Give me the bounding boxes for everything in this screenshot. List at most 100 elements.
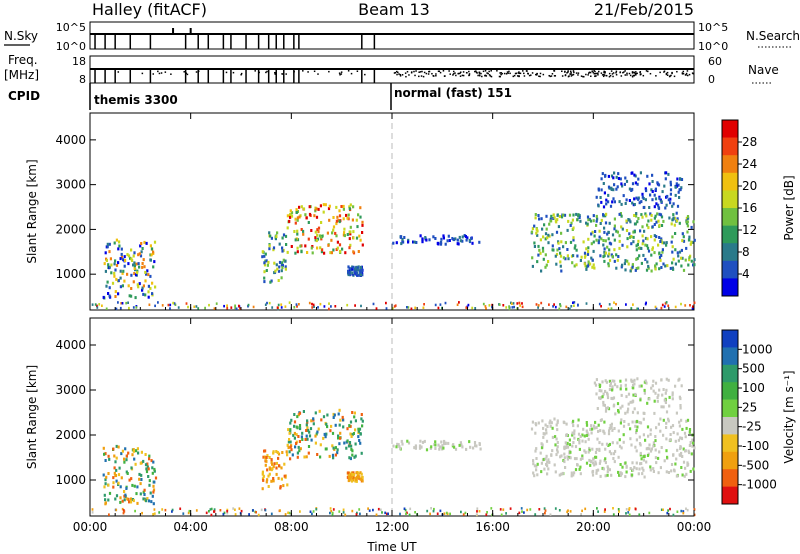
- echo-cell: [665, 410, 669, 414]
- echo-cell: [603, 510, 606, 513]
- echo-cell: [475, 513, 478, 516]
- echo-cell: [278, 242, 281, 246]
- nave-dot: [676, 70, 678, 73]
- echo-cell: [598, 461, 601, 465]
- echo-cell: [288, 438, 291, 441]
- echo-cell: [133, 261, 136, 265]
- echo-cell: [600, 389, 603, 393]
- echo-cell: [613, 227, 616, 231]
- echo-cell: [630, 235, 633, 238]
- colorbar-segment: [722, 260, 738, 279]
- echo-cell: [128, 478, 131, 482]
- echo-cell: [104, 482, 107, 486]
- echo-cell: [573, 432, 576, 436]
- echo-cell: [551, 426, 554, 430]
- echo-cell: [456, 238, 459, 242]
- colorbar-tick-label: 4: [742, 267, 750, 281]
- echo-cell: [606, 232, 609, 236]
- echo-cell: [679, 436, 682, 440]
- echo-cell: [615, 302, 617, 306]
- echo-cell: [114, 474, 118, 477]
- echo-cell: [589, 262, 592, 266]
- echo-cell: [667, 509, 669, 512]
- echo-cell: [612, 404, 615, 408]
- echo-cell: [649, 468, 652, 472]
- echo-cell: [643, 391, 646, 395]
- nave-dot: [393, 72, 396, 74]
- echo-cell: [123, 264, 126, 268]
- echo-cell: [583, 434, 586, 438]
- nave-dot: [484, 70, 487, 72]
- echo-cell: [149, 491, 152, 495]
- echo-cell: [615, 253, 618, 257]
- echo-cell: [667, 172, 670, 176]
- echo-cell: [117, 445, 120, 449]
- echo-cell: [482, 302, 485, 306]
- echo-cell: [675, 211, 678, 215]
- colorbar-tick-label: 28: [742, 135, 757, 149]
- echo-cell: [410, 307, 413, 310]
- echo-cell: [642, 458, 645, 462]
- echo-cell: [672, 202, 675, 206]
- echo-cell: [130, 466, 133, 470]
- echo-cell: [309, 427, 313, 431]
- echo-cell: [651, 190, 654, 193]
- echo-cell: [343, 231, 346, 235]
- echo-cell: [130, 257, 133, 261]
- echo-cell: [264, 508, 267, 512]
- nave-dot: [117, 71, 120, 73]
- echo-cell: [628, 508, 630, 511]
- echo-cell: [630, 242, 633, 246]
- echo-cell: [632, 235, 635, 239]
- echo-cell: [332, 412, 335, 416]
- echo-cell: [675, 411, 678, 415]
- echo-cell: [684, 258, 687, 262]
- echo-cell: [683, 474, 686, 478]
- echo-cell: [662, 433, 665, 437]
- echo-cell: [631, 182, 635, 186]
- nave-dot: [608, 72, 611, 75]
- echo-cell: [677, 254, 680, 258]
- echo-cell: [121, 302, 124, 305]
- nave-dot: [486, 72, 488, 74]
- echo-cell: [399, 512, 401, 516]
- echo-cell: [361, 419, 364, 423]
- echo-cell: [544, 457, 547, 461]
- echo-cell: [312, 417, 315, 421]
- echo-cell: [615, 229, 618, 233]
- echo-cell: [516, 307, 519, 310]
- echo-cell: [157, 301, 159, 304]
- nave-dot: [583, 75, 585, 78]
- echo-cell: [545, 428, 548, 432]
- echo-cell: [682, 235, 685, 239]
- echo-cell: [543, 507, 546, 510]
- echo-cell: [452, 443, 455, 447]
- echo-cell: [324, 435, 327, 439]
- nave-dot: [468, 74, 470, 77]
- echo-cell: [633, 214, 636, 217]
- echo-cell: [675, 182, 678, 186]
- echo-cell: [444, 442, 447, 445]
- echo-cell: [617, 410, 620, 414]
- echo-cell: [662, 388, 665, 391]
- echo-cell: [676, 177, 679, 181]
- echo-cell: [568, 307, 571, 311]
- echo-cell: [302, 207, 306, 211]
- echo-cell: [131, 483, 134, 487]
- echo-cell: [108, 294, 111, 298]
- echo-cell: [226, 510, 229, 513]
- echo-cell: [661, 303, 664, 307]
- echo-cell: [313, 214, 316, 218]
- echo-cell: [354, 442, 357, 446]
- echo-cell: [332, 216, 335, 219]
- nave-dot: [596, 72, 598, 75]
- echo-cell: [104, 502, 107, 506]
- echo-cell: [569, 224, 572, 227]
- echo-cell: [270, 236, 273, 240]
- echo-cell: [133, 272, 136, 275]
- echo-cell: [360, 417, 363, 421]
- echo-cell: [621, 243, 624, 247]
- echo-cell: [553, 216, 556, 220]
- echo-cell: [518, 511, 521, 515]
- echo-cell: [612, 457, 615, 460]
